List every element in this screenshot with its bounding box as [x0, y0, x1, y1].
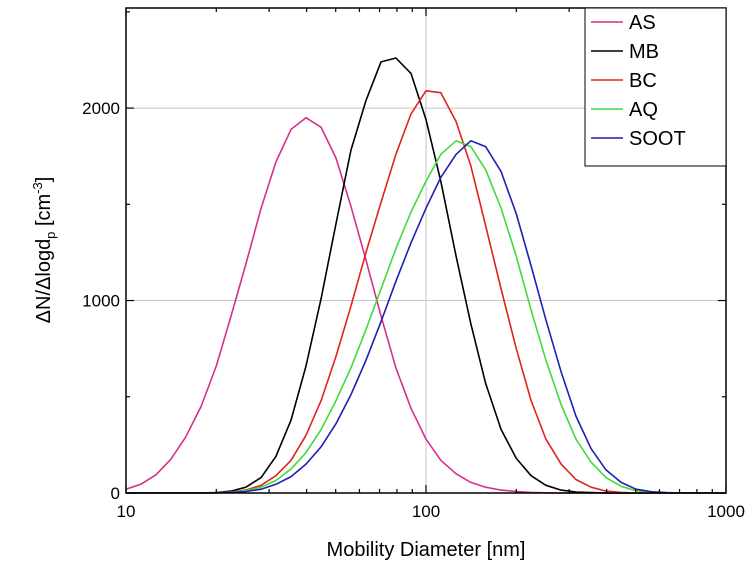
- y-tick-label: 0: [111, 484, 120, 503]
- legend-box: [584, 7, 727, 167]
- y-tick-label: 1000: [82, 292, 120, 311]
- y-axis-title-main: ΔN/Δlogd: [33, 239, 55, 324]
- x-tick-label: 10: [117, 502, 136, 521]
- x-axis-title: Mobility Diameter [nm]: [327, 539, 526, 561]
- legend-label-bc: BC: [629, 70, 657, 92]
- y-tick-label: 2000: [82, 99, 120, 118]
- y-axis-title-subscript: p: [43, 232, 58, 239]
- y-axis-title-superscript: -3: [30, 182, 45, 194]
- legend-label-aq: AQ: [629, 99, 658, 121]
- legend-label-mb: MB: [629, 41, 659, 63]
- legend: AS MB BC AQ SOOT: [584, 7, 727, 167]
- y-axis-title: ΔN/Δlogdp [cm-3]: [30, 177, 58, 324]
- y-axis-title-close: ]: [33, 177, 55, 183]
- legend-label-soot: SOOT: [629, 128, 686, 150]
- x-tick-label: 1000: [707, 502, 745, 521]
- tick-labels: 10 100 1000 0 1000 2000: [82, 99, 745, 521]
- legend-label-as: AS: [629, 12, 656, 34]
- x-tick-label: 100: [412, 502, 440, 521]
- y-axis-title-unit: [cm: [33, 194, 55, 232]
